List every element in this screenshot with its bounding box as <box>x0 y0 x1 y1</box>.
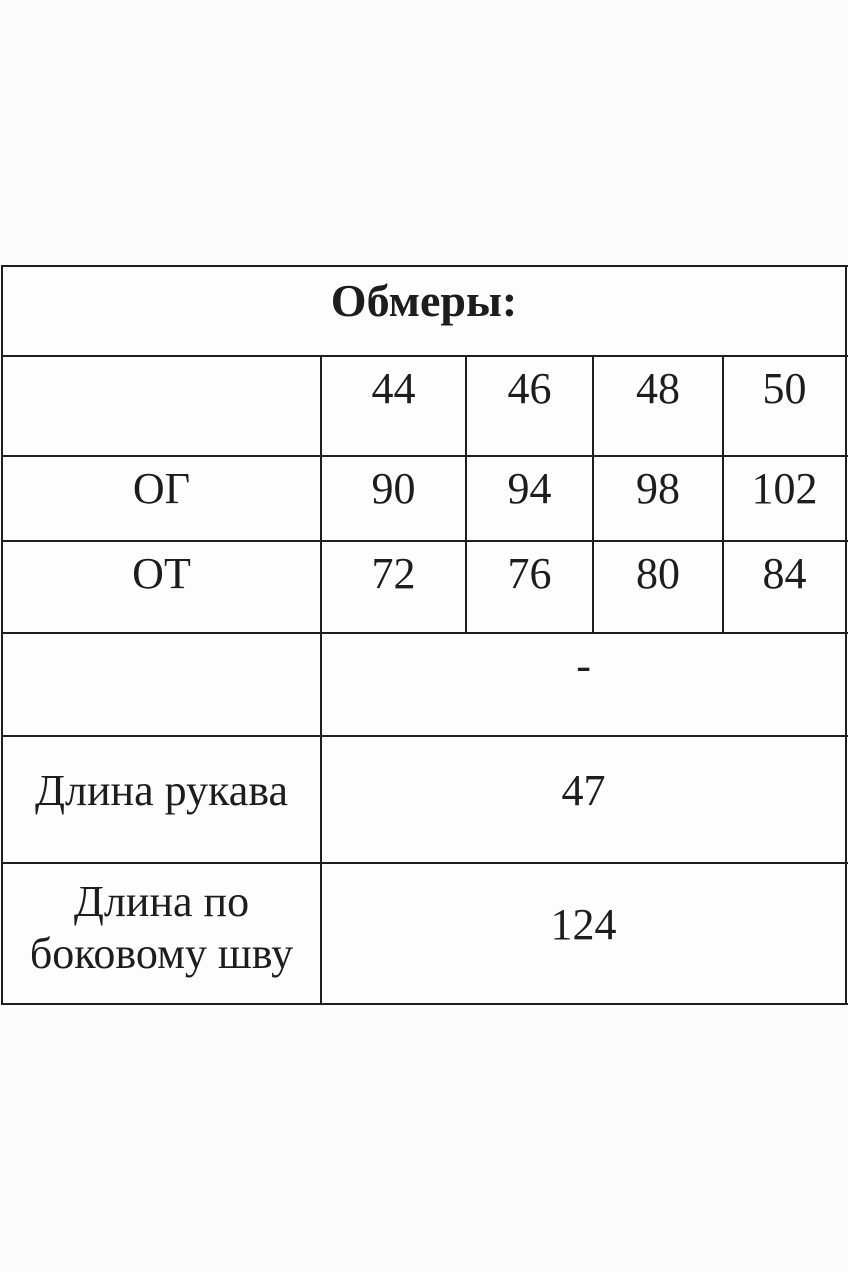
row-label-side-seam: Длина по боковому шву <box>1 862 322 1005</box>
table-row-dash: - <box>1 632 848 737</box>
side-seam-length-value: 124 <box>319 862 848 1005</box>
og-value-48: 98 <box>592 455 724 542</box>
size-table: Обмеры: 44 46 48 50 ОГ 90 94 98 102 ОТ 7… <box>0 265 848 1005</box>
size-col-50: 50 <box>721 355 848 457</box>
table-row-side-seam-length: Длина по боковому шву 124 <box>1 862 848 1005</box>
row-label-ot: ОТ <box>1 540 322 634</box>
ot-value-50: 84 <box>721 540 848 634</box>
ot-value-44: 72 <box>320 540 467 634</box>
sleeve-length-value: 47 <box>319 735 848 864</box>
ot-value-48: 80 <box>592 540 724 634</box>
cutoff-column-cell <box>845 735 848 864</box>
row-label-sleeve: Длина рукава <box>1 735 322 864</box>
row-label-empty <box>1 632 322 737</box>
table-title-row: Обмеры: <box>0 265 848 357</box>
og-value-44: 90 <box>320 455 467 542</box>
table-row-sleeve-length: Длина рукава 47 <box>1 735 848 864</box>
table-row-chest: ОГ 90 94 98 102 <box>1 455 848 542</box>
cutoff-column-cell <box>845 355 848 457</box>
row-label-og: ОГ <box>1 455 322 542</box>
cutoff-column-cell <box>845 862 848 1005</box>
cutoff-column-cell <box>845 455 848 542</box>
og-value-50: 102 <box>721 455 848 542</box>
og-value-46: 94 <box>465 455 594 542</box>
ot-value-46: 76 <box>465 540 594 634</box>
size-col-46: 46 <box>465 355 594 457</box>
table-row-waist: ОТ 72 76 80 84 <box>1 540 848 634</box>
size-col-44: 44 <box>320 355 467 457</box>
dash-merged-value: - <box>319 632 848 737</box>
corner-empty-cell <box>1 355 322 457</box>
cutoff-column-cell <box>845 540 848 634</box>
size-col-48: 48 <box>592 355 724 457</box>
table-title: Обмеры: <box>0 265 848 357</box>
cutoff-column-cell <box>845 632 848 737</box>
size-header-row: 44 46 48 50 <box>1 355 848 457</box>
cutoff-column-cell <box>845 265 848 357</box>
